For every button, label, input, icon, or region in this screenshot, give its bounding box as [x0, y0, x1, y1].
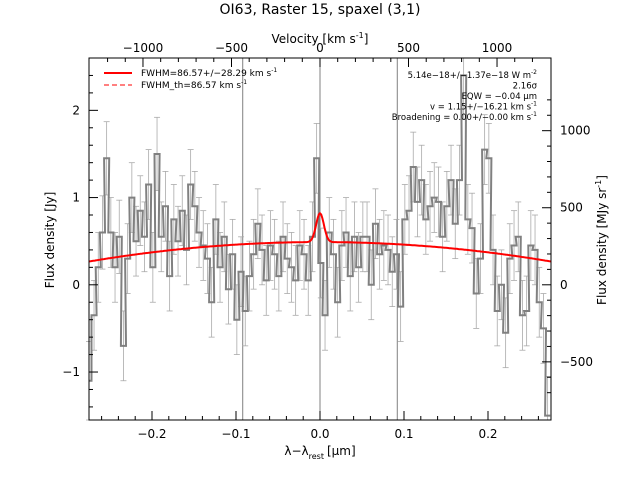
- fit-curve: [88, 211, 552, 263]
- right-axis-label-main: Flux density [MJy sr: [595, 188, 609, 305]
- annotation-3: v = 1.15+/−16.21 km s-1: [430, 101, 537, 113]
- x-axis-label-unit: [μm]: [327, 444, 356, 458]
- annotation-2: EQW = −0.04 μm: [462, 92, 537, 102]
- legend-label-sup-1: -1: [241, 79, 247, 86]
- legend-label-text-1: FWHM_th=86.57 km s: [141, 81, 241, 91]
- legend-label-1: FWHM_th=86.57 km s-1: [141, 79, 247, 91]
- top-tick-label-2: 0: [316, 41, 324, 55]
- x-tick-label-4: 0.2: [478, 427, 497, 441]
- top-axis-label-main: Velocity [km s: [272, 32, 356, 46]
- y-tick-label-2: 1: [72, 191, 80, 205]
- top-axis-label: Velocity [km s-1]: [272, 31, 369, 46]
- right-axis-label-sup: -1: [594, 180, 603, 188]
- y-axis-label: Flux density [Jy]: [43, 192, 57, 289]
- chart-title: OI63, Raster 15, spaxel (3,1): [220, 2, 421, 18]
- right-tick-label-0: −500: [560, 355, 593, 369]
- top-axis-label-end: ]: [364, 32, 369, 46]
- legend-label-text-0: FWHM=86.57+/−28.29 km s: [141, 69, 271, 79]
- annotation-text-2: EQW = −0.04 μm: [462, 92, 537, 102]
- annotation-text-3: v = 1.15+/−16.21 km s: [430, 103, 532, 113]
- x-axis-label: λ−λrest [μm]: [284, 444, 355, 461]
- right-axis-label: Flux density [MJy sr-1]: [594, 175, 609, 305]
- x-tick-label-0: −0.2: [137, 427, 166, 441]
- right-tick-label-3: 1000: [560, 124, 591, 138]
- plot-marks: −0.2 −0.1 0.0 0.1 0.2 −1 0 1 2 −1000 −500 0 500 1000 −…: [62, 41, 593, 441]
- annotation-0: 5.14e−18+/−1.37e−18 W m-2: [408, 69, 538, 81]
- data-series-line: [89, 74, 551, 417]
- top-tick-label-4: 1000: [482, 41, 513, 55]
- y-tick-label-1: 0: [72, 278, 80, 292]
- y-tick-label-3: 2: [72, 103, 80, 117]
- annotation-4: Broadening = 0.00+/−0.00 km s-1: [392, 111, 537, 123]
- top-tick-label-1: −500: [215, 41, 248, 55]
- right-axis-label-end: ]: [595, 175, 609, 180]
- x-axis-label-sub: rest: [309, 452, 324, 461]
- legend-label-0: FWHM=86.57+/−28.29 km s-1: [141, 67, 277, 79]
- x-tick-label-3: 0.1: [394, 427, 413, 441]
- x-tick-label-1: −0.1: [221, 427, 250, 441]
- top-axis-label-sup: -1: [356, 31, 364, 40]
- legend-label-sup-0: -1: [271, 67, 277, 74]
- annotation-text-1: 2.16σ: [513, 82, 538, 92]
- annotation-sup-0: -2: [531, 69, 537, 76]
- annotation-text-4: Broadening = 0.00+/−0.00 km s: [392, 113, 532, 123]
- top-tick-label-0: −1000: [123, 41, 164, 55]
- annotation-1: 2.16σ: [513, 82, 538, 92]
- annotation-sup-4: -1: [531, 111, 537, 118]
- annotation-sup-3: -1: [531, 101, 537, 108]
- x-tick-label-2: 0.0: [310, 427, 329, 441]
- right-tick-label-1: 0: [560, 278, 568, 292]
- y-tick-label-0: −1: [62, 365, 80, 379]
- top-tick-label-3: 500: [397, 41, 420, 55]
- right-tick-label-2: 500: [560, 201, 583, 215]
- x-axis-label-main: λ−λ: [284, 444, 308, 458]
- annotation-text-0: 5.14e−18+/−1.37e−18 W m: [408, 71, 531, 81]
